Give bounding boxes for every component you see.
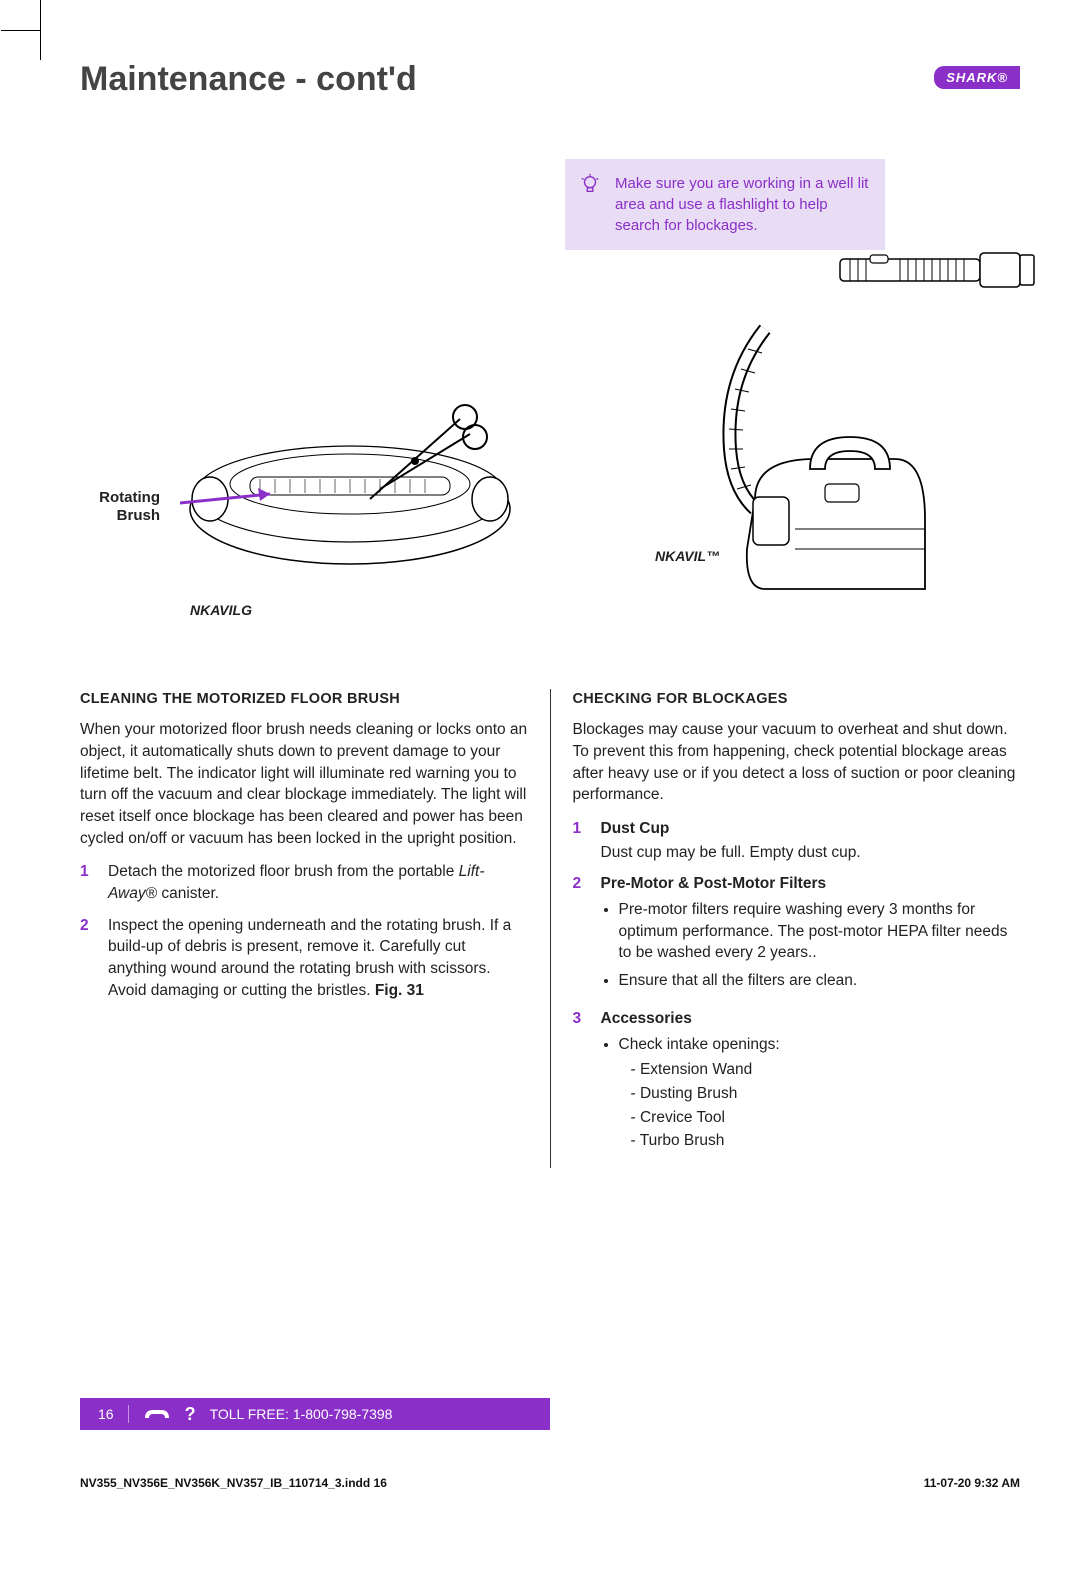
page-number: 16 (98, 1406, 114, 1422)
phone-icon (143, 1404, 171, 1424)
item-title: Dust Cup (601, 818, 1021, 840)
right-items: 1 Dust Cup Dust cup may be full. Empty d… (573, 818, 1021, 1158)
dash-list: Extension Wand Dusting Brush Crevice Too… (619, 1059, 1021, 1152)
print-file: NV355_NV356E_NV356K_NV357_IB_110714_3.in… (80, 1476, 387, 1490)
item-bullets: Pre-motor filters require washing every … (601, 899, 1021, 992)
right-heading: CHECKING FOR BLOCKAGES (573, 689, 1021, 709)
dash-item: Crevice Tool (631, 1107, 1021, 1129)
list-item: 3 Accessories Check intake openings: Ext… (573, 1008, 1021, 1158)
dash-item: Extension Wand (631, 1059, 1021, 1081)
print-meta: NV355_NV356E_NV356K_NV357_IB_110714_3.in… (80, 1476, 1020, 1490)
crop-marks (40, 0, 60, 60)
brand-badge: SHARK® (934, 66, 1020, 89)
figure-right-caption: NKAVIL™ (655, 548, 720, 564)
step-text: Inspect the opening underneath and the r… (108, 915, 528, 1002)
right-column: CHECKING FOR BLOCKAGES Blockages may cau… (550, 689, 1021, 1168)
bullet: Ensure that all the filters are clean. (619, 970, 1021, 992)
item-title: Pre-Motor & Post-Motor Filters (601, 873, 1021, 895)
left-heading: CLEANING THE MOTORIZED FLOOR BRUSH (80, 689, 528, 709)
item-text: Dust cup may be full. Empty dust cup. (601, 842, 1021, 864)
bullet: Pre-motor filters require washing every … (619, 899, 1021, 964)
list-item: 1 Dust Cup Dust cup may be full. Empty d… (573, 818, 1021, 863)
item-number: 2 (573, 873, 587, 997)
figure-vacuum: NKAVIL™ (595, 319, 995, 604)
left-intro: When your motorized floor brush needs cl… (80, 719, 528, 849)
page-title: Maintenance - cont'd (80, 60, 417, 99)
step-number: 2 (80, 915, 94, 1002)
lightbulb-icon (579, 173, 601, 195)
list-item: 2 Inspect the opening underneath and the… (80, 915, 528, 1002)
flashlight-illustration (830, 229, 1050, 309)
figure-area: Rotating Brush (80, 159, 1020, 659)
rotating-brush-label: Rotating Brush (80, 489, 160, 525)
list-item: 2 Pre-Motor & Post-Motor Filters Pre-mot… (573, 873, 1021, 997)
brush-illustration (180, 389, 520, 589)
question-icon: ? (185, 1404, 196, 1425)
item-number: 3 (573, 1008, 587, 1158)
left-column: CLEANING THE MOTORIZED FLOOR BRUSH When … (80, 689, 550, 1168)
bullet: Check intake openings: Extension Wand Du… (619, 1034, 1021, 1152)
footer-bar: 16 ? TOLL FREE: 1-800-798-7398 (80, 1398, 550, 1430)
dash-item: Turbo Brush (631, 1130, 1021, 1152)
right-intro: Blockages may cause your vacuum to overh… (573, 719, 1021, 806)
list-item: 1 Detach the motorized floor brush from … (80, 861, 528, 904)
tip-text: Make sure you are working in a well lit … (615, 175, 868, 234)
figure-left-caption: NKAVILG (190, 602, 520, 618)
step-number: 1 (80, 861, 94, 904)
toll-free-text: TOLL FREE: 1-800-798-7398 (210, 1406, 393, 1422)
item-number: 1 (573, 818, 587, 863)
print-timestamp: 11-07-20 9:32 AM (924, 1476, 1020, 1490)
figure-brush: Rotating Brush (80, 389, 520, 618)
step-text: Detach the motorized floor brush from th… (108, 861, 528, 904)
item-bullets: Check intake openings: Extension Wand Du… (601, 1034, 1021, 1152)
header-row: Maintenance - cont'd SHARK® (80, 60, 1020, 99)
manual-page: Maintenance - cont'd SHARK® Rotating Bru… (80, 60, 1020, 1500)
figure-left-wrap: Rotating Brush (80, 159, 535, 659)
left-steps: 1 Detach the motorized floor brush from … (80, 861, 528, 1001)
text-columns: CLEANING THE MOTORIZED FLOOR BRUSH When … (80, 689, 1020, 1168)
figure-right-wrap: Make sure you are working in a well lit … (565, 159, 1020, 659)
footer-divider (128, 1405, 129, 1423)
item-title: Accessories (601, 1008, 1021, 1030)
dash-item: Dusting Brush (631, 1083, 1021, 1105)
